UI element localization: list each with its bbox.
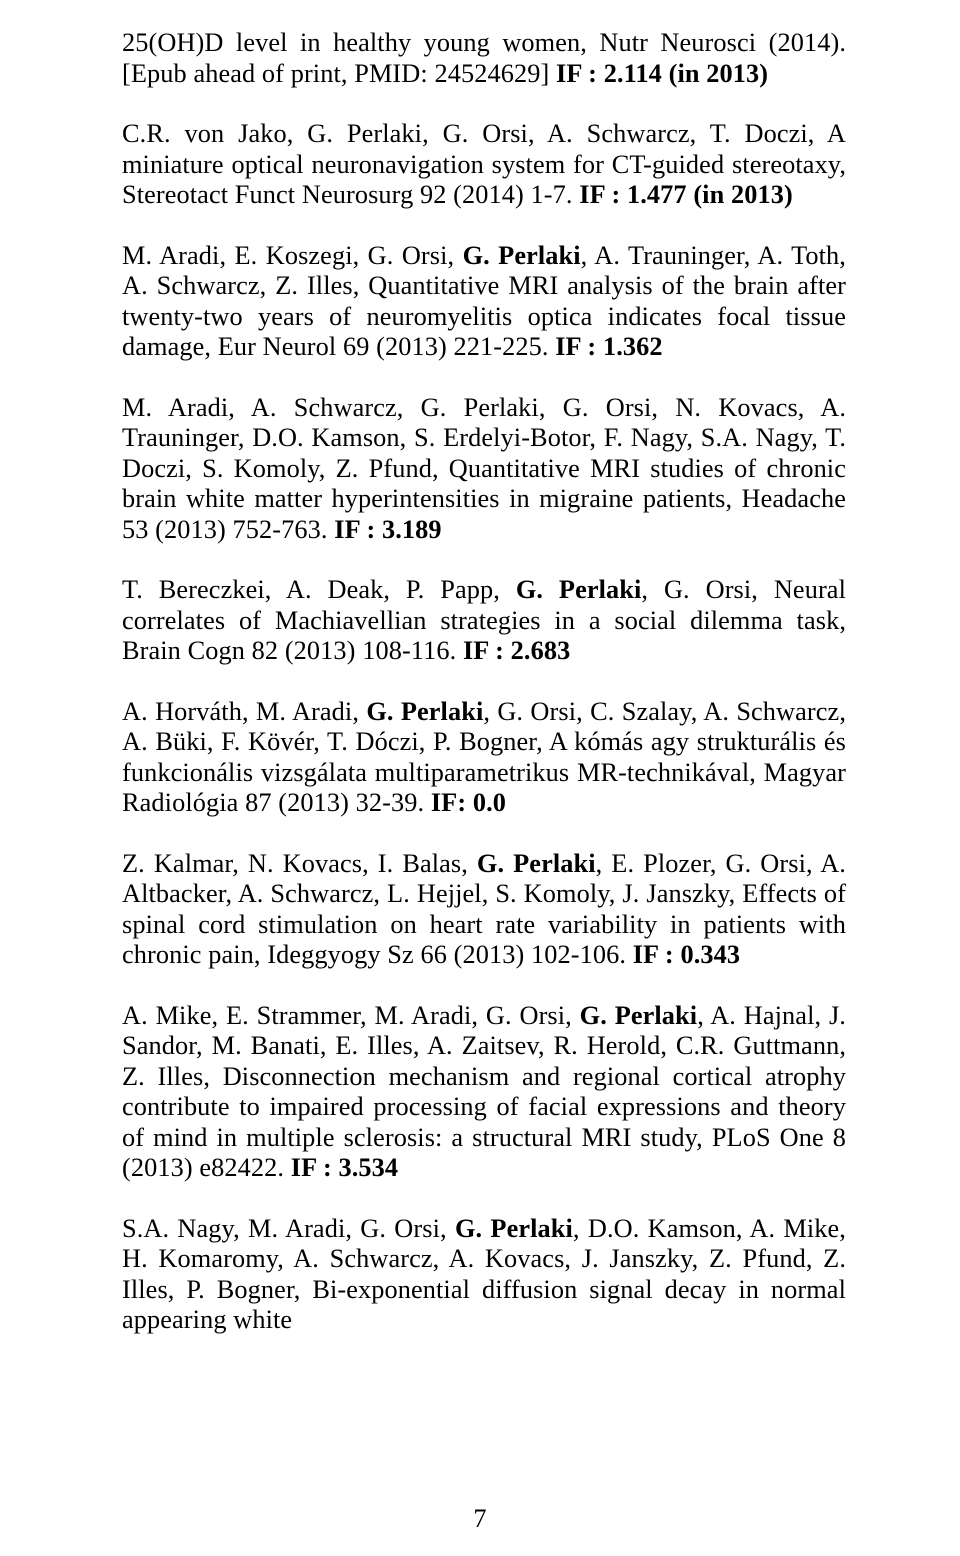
paragraph: S.A. Nagy, M. Aradi, G. Orsi, G. Perlaki… <box>122 1214 846 1336</box>
paragraph: A. Horváth, M. Aradi, G. Perlaki, G. Ors… <box>122 697 846 819</box>
paragraph: T. Bereczkei, A. Deak, P. Papp, G. Perla… <box>122 575 846 667</box>
paragraph: M. Aradi, A. Schwarcz, G. Perlaki, G. Or… <box>122 393 846 546</box>
paragraph: A. Mike, E. Strammer, M. Aradi, G. Orsi,… <box>122 1001 846 1184</box>
paragraph: Z. Kalmar, N. Kovacs, I. Balas, G. Perla… <box>122 849 846 971</box>
paragraph: M. Aradi, E. Koszegi, G. Orsi, G. Perlak… <box>122 241 846 363</box>
paragraph: C.R. von Jako, G. Perlaki, G. Orsi, A. S… <box>122 119 846 211</box>
page-number: 7 <box>0 1504 960 1534</box>
document-page: 25(OH)D level in healthy young women, Nu… <box>0 0 960 1556</box>
paragraph: 25(OH)D level in healthy young women, Nu… <box>122 28 846 89</box>
